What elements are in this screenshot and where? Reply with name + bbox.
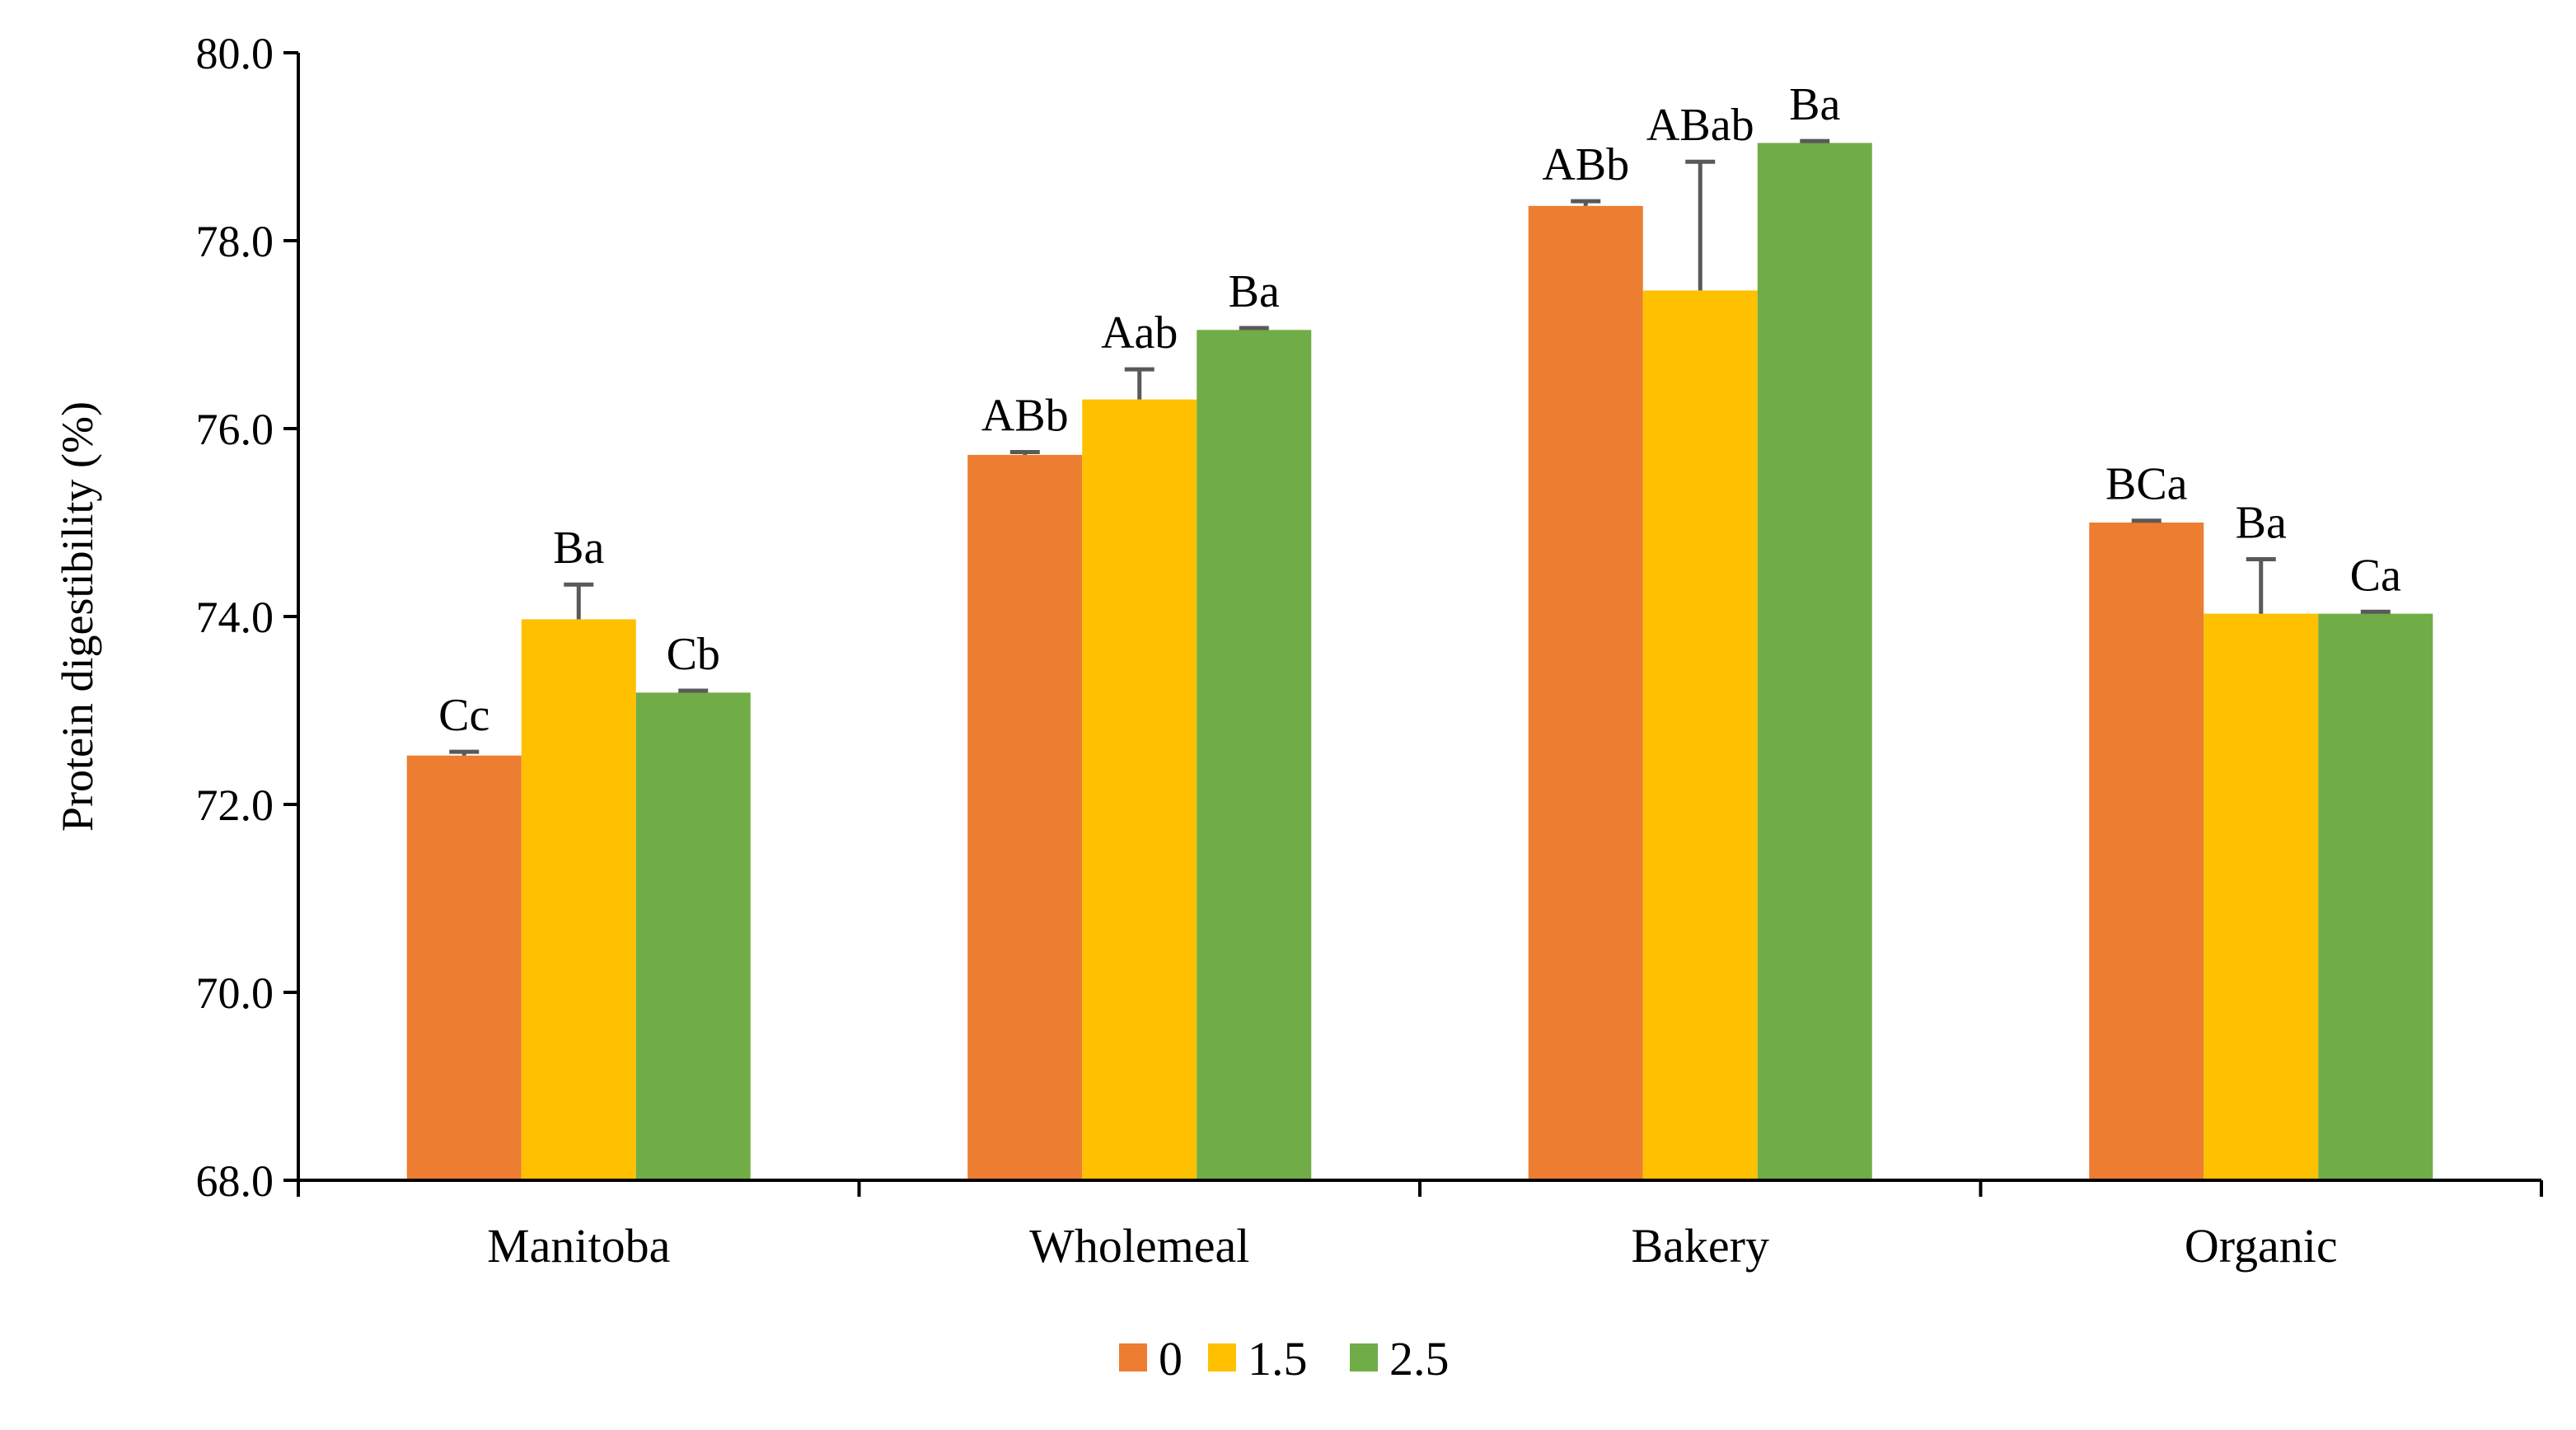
y-tick-label: 76.0 — [196, 405, 274, 454]
y-tick-label: 68.0 — [196, 1156, 274, 1206]
y-axis-title: Protein digestibility (%) — [53, 401, 102, 832]
bar-data-label: Ba — [1229, 266, 1280, 317]
bars-layer — [406, 143, 2433, 1181]
bar-data-label: Ba — [2236, 497, 2287, 548]
legend-label: 1.5 — [1248, 1332, 1308, 1385]
legend-label: 2.5 — [1389, 1332, 1450, 1385]
legend-swatch — [1350, 1343, 1378, 1371]
bar — [521, 619, 636, 1180]
x-tick-label: Wholemeal — [1029, 1219, 1249, 1273]
bar-data-label: Ca — [2350, 550, 2401, 601]
y-tick-label: 72.0 — [196, 781, 274, 830]
legend-label: 0 — [1159, 1332, 1183, 1385]
bar — [2204, 613, 2319, 1180]
x-ticks: Manitoba Wholemeal Bakery Organic — [297, 1180, 2543, 1273]
y-ticks: 68.0 70.0 72.0 74.0 76.0 78.0 80.0 — [196, 29, 298, 1206]
bar — [1082, 399, 1197, 1180]
y-tick-label: 80.0 — [196, 29, 274, 78]
x-tick-label: Bakery — [1632, 1219, 1770, 1273]
bar — [1642, 290, 1758, 1180]
bar-data-label: BCa — [2105, 459, 2188, 510]
bar-data-label: ABb — [981, 391, 1069, 442]
legend-swatch — [1119, 1343, 1147, 1371]
bar — [406, 755, 522, 1180]
legend: 0 1.5 2.5 — [1119, 1332, 1450, 1385]
bar — [2318, 613, 2433, 1180]
legend-swatch — [1208, 1343, 1236, 1371]
error-bars-layer — [449, 138, 2391, 756]
bar — [1528, 205, 1643, 1180]
significance-labels: Cc Ba Cb ABb Aab Ba ABb ABab Ba BCa Ba Ca — [438, 79, 2401, 741]
bar — [635, 692, 751, 1180]
y-tick-label: 74.0 — [196, 593, 274, 642]
x-tick-label: Manitoba — [487, 1219, 670, 1273]
bar-data-label: ABb — [1542, 139, 1629, 190]
bar-data-label: Ba — [553, 523, 604, 574]
bar — [2089, 523, 2204, 1180]
bar-data-label: Cc — [438, 690, 489, 741]
bar-data-label: ABab — [1646, 100, 1754, 151]
x-tick-label: Organic — [2185, 1219, 2338, 1273]
bar-data-label: Ba — [1789, 79, 1840, 130]
y-tick-label: 70.0 — [196, 968, 274, 1018]
bar — [1757, 143, 1872, 1181]
bar — [967, 454, 1083, 1180]
bar-data-label: Cb — [667, 629, 720, 680]
bar-data-label: Aab — [1101, 307, 1178, 359]
y-tick-label: 78.0 — [196, 217, 274, 266]
bar — [1197, 330, 1312, 1180]
